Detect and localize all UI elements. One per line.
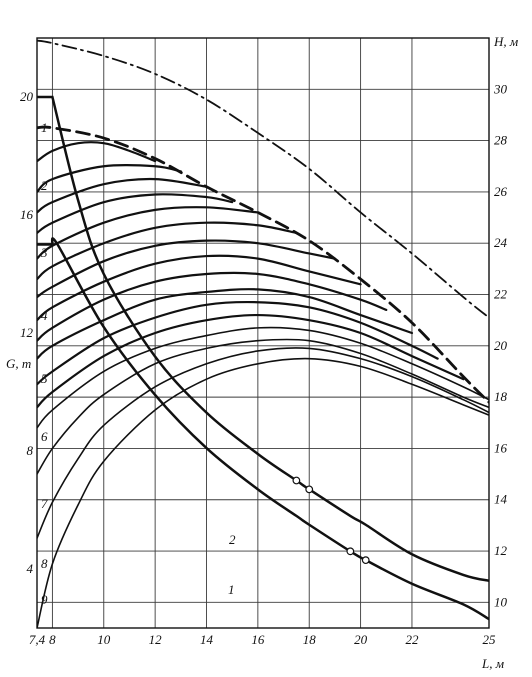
series-line-11: [37, 288, 414, 360]
curve-layer: [37, 39, 489, 628]
y-left-tick-label: 8: [27, 443, 34, 458]
series-line-9: [37, 254, 362, 322]
curve-label-left: 6: [41, 429, 48, 444]
y-right-tick-label: 10: [494, 594, 508, 609]
lower-curve-label: 1: [228, 582, 235, 597]
series-line-18: [37, 95, 489, 583]
data-marker: [305, 485, 314, 494]
series-line-1: [37, 125, 489, 404]
x-tick-label: 22: [405, 632, 419, 647]
y-right-tick-label: 14: [494, 492, 508, 507]
x-tick-label: 14: [200, 632, 214, 647]
series-line-10: [37, 271, 388, 342]
x-tick-label: 18: [303, 632, 317, 647]
x-tick-label: 12: [149, 632, 163, 647]
y-left-tick-label: 16: [20, 207, 34, 222]
curve-label-left: 1: [41, 120, 48, 135]
curve-label-left: 2: [41, 178, 48, 193]
y-right-tick-label: 28: [494, 133, 508, 148]
y-right-tick-label: 16: [494, 440, 508, 455]
series-line-15: [37, 338, 489, 475]
series-line-14: [37, 326, 489, 429]
curve-label-left: 7: [41, 496, 48, 511]
y-right-tick-label: 22: [494, 287, 508, 302]
curve-label-left: 9: [41, 592, 48, 607]
x-tick-label: 10: [97, 632, 111, 647]
y-left-tick-label: 12: [20, 325, 34, 340]
y-right-tick-label: 12: [494, 543, 508, 558]
y-axis-left-title: G, т: [6, 356, 31, 371]
curve-label-left: 4: [41, 308, 48, 323]
y-left-tick-label: 20: [20, 89, 34, 104]
x-tick-label: 20: [354, 632, 368, 647]
series-line-8: [37, 239, 337, 299]
y-right-tick-label: 24: [494, 235, 508, 250]
label-layer: 7,4 8 10 12 14 16 18 20 22 2510121416182022242628…: [20, 81, 508, 647]
y-left-tick-label: 4: [27, 561, 34, 576]
data-marker: [346, 547, 355, 556]
curve-label-left: 3: [40, 245, 48, 260]
series-line-19: [37, 237, 489, 621]
series-line-17: [37, 357, 489, 628]
x-tick-label: 16: [251, 632, 265, 647]
marker-layer: [292, 476, 370, 565]
y-axis-right-title: H, м: [493, 34, 518, 49]
data-marker: [361, 556, 370, 565]
y-right-tick-label: 20: [494, 338, 508, 353]
series-line-12: [37, 300, 439, 386]
x-axis-title: L, м: [481, 656, 504, 671]
plot-frame: [36, 37, 490, 629]
series-line-5: [37, 193, 234, 235]
series-line-13: [37, 313, 465, 409]
curve-label-left: 8: [41, 556, 48, 571]
data-marker: [292, 476, 301, 485]
lower-curve-label: 2: [229, 532, 236, 547]
series-line-4: [37, 177, 208, 214]
curve-label-left: 5: [41, 371, 48, 386]
x-tick-label: 25: [483, 632, 497, 647]
series-line-16: [37, 347, 489, 540]
y-right-tick-label: 18: [494, 389, 508, 404]
series-line-6: [37, 206, 259, 260]
series-line-2: [37, 141, 157, 163]
series-line-0: [37, 39, 489, 319]
series-line-7: [37, 221, 298, 281]
x-tick-label: 7,4: [29, 632, 46, 647]
y-right-tick-label: 30: [493, 81, 508, 96]
x-tick-label: 8: [49, 632, 56, 647]
series-line-3: [37, 163, 182, 194]
y-right-tick-label: 26: [494, 184, 508, 199]
